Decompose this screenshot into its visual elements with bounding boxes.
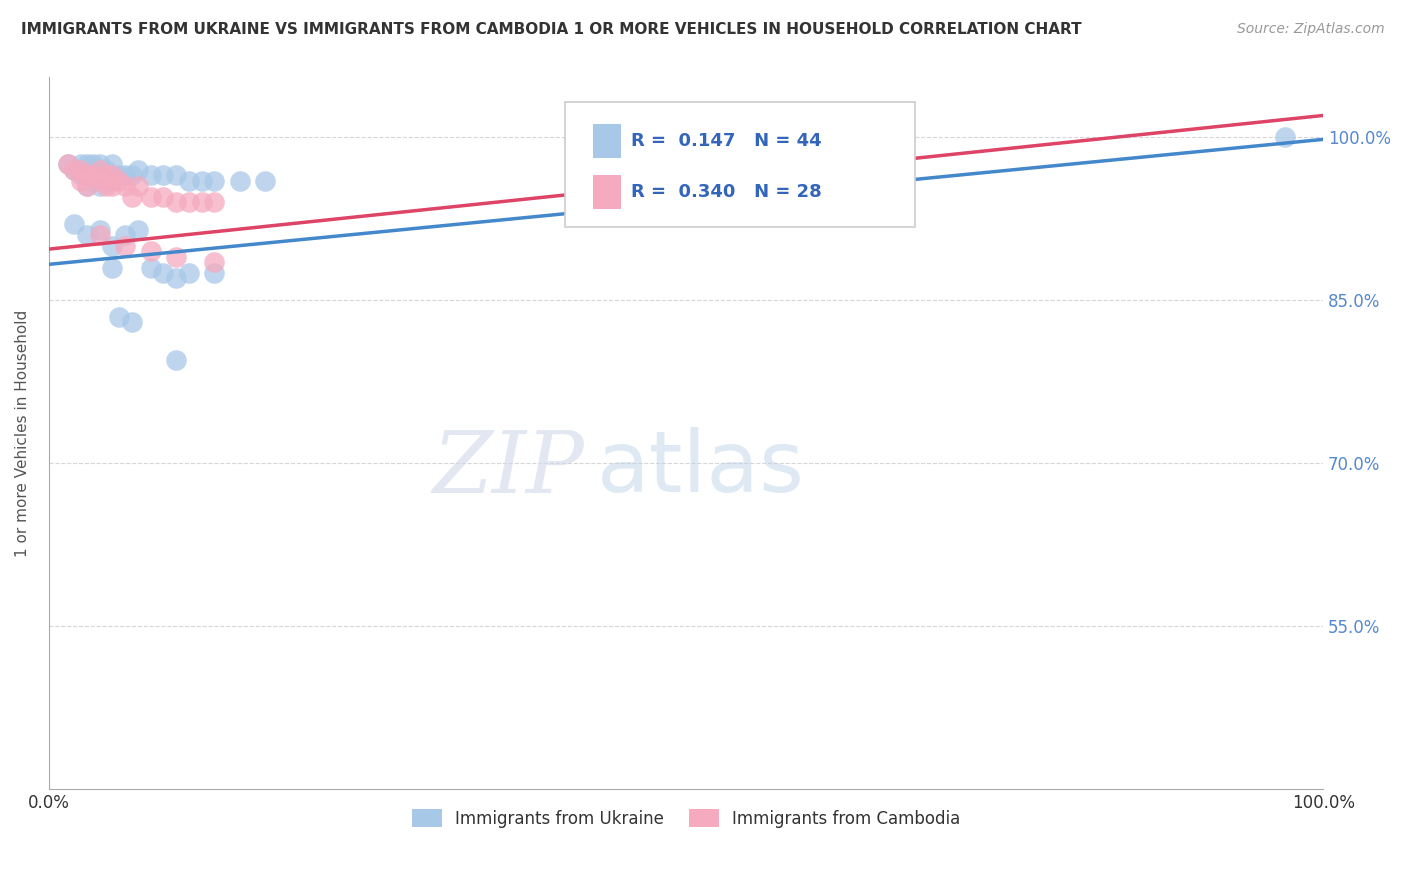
Point (63, 217, 86, 231)
Point (89, 222, 111, 236)
Point (94, 179, 117, 194)
Text: R =  0.340   N = 28: R = 0.340 N = 28 (631, 183, 823, 201)
Point (89, 174, 111, 188)
Point (127, 222, 149, 236)
Point (101, 157, 124, 171)
Point (82, 174, 104, 188)
Point (152, 266, 174, 280)
Point (177, 174, 200, 188)
Point (165, 353, 187, 368)
Point (127, 179, 149, 194)
Point (190, 195, 212, 210)
Point (177, 266, 200, 280)
Point (139, 190, 162, 204)
Point (204, 195, 226, 210)
Point (121, 168, 143, 182)
Point (139, 168, 162, 182)
Point (139, 260, 162, 275)
Point (108, 174, 131, 188)
Point (69, 162, 91, 177)
Point (121, 315, 143, 329)
Point (114, 239, 136, 253)
Point (114, 179, 136, 194)
Point (76, 179, 98, 194)
Point (254, 174, 277, 188)
Point (63, 162, 86, 177)
Point (139, 244, 162, 259)
Y-axis label: 1 or more Vehicles in Household: 1 or more Vehicles in Household (15, 310, 30, 557)
Point (101, 168, 124, 182)
Point (108, 310, 131, 324)
Point (101, 174, 124, 188)
Point (177, 195, 200, 210)
Text: atlas: atlas (596, 427, 804, 510)
Point (101, 260, 124, 275)
Text: ZIP: ZIP (432, 427, 583, 510)
Point (114, 168, 136, 182)
Point (114, 227, 136, 242)
Point (69, 174, 91, 188)
Point (121, 190, 143, 204)
Point (89, 162, 111, 177)
FancyBboxPatch shape (593, 175, 621, 209)
Point (94, 168, 117, 182)
Point (89, 157, 111, 171)
Point (69, 157, 91, 171)
Point (165, 250, 187, 264)
Point (204, 266, 226, 280)
Point (89, 168, 111, 182)
Point (76, 168, 98, 182)
Point (204, 174, 226, 188)
Point (76, 168, 98, 182)
Point (165, 195, 187, 210)
Point (1274, 130, 1296, 145)
Point (94, 174, 117, 188)
Point (101, 179, 124, 194)
Point (94, 162, 117, 177)
Point (229, 174, 252, 188)
Point (56, 157, 79, 171)
Point (63, 162, 86, 177)
Point (76, 157, 98, 171)
Point (190, 174, 212, 188)
Point (89, 227, 111, 242)
Point (76, 179, 98, 194)
Point (165, 271, 187, 285)
Point (152, 190, 174, 204)
Point (56, 157, 79, 171)
Point (82, 168, 104, 182)
Point (204, 255, 226, 269)
Point (101, 239, 124, 253)
Legend: Immigrants from Ukraine, Immigrants from Cambodia: Immigrants from Ukraine, Immigrants from… (405, 803, 967, 834)
Point (152, 168, 174, 182)
Point (82, 157, 104, 171)
FancyBboxPatch shape (565, 103, 915, 227)
Point (69, 168, 91, 182)
Point (89, 179, 111, 194)
Text: IMMIGRANTS FROM UKRAINE VS IMMIGRANTS FROM CAMBODIA 1 OR MORE VEHICLES IN HOUSEH: IMMIGRANTS FROM UKRAINE VS IMMIGRANTS FR… (21, 22, 1081, 37)
Text: R =  0.147   N = 44: R = 0.147 N = 44 (631, 132, 821, 150)
Point (165, 168, 187, 182)
Point (76, 227, 98, 242)
FancyBboxPatch shape (593, 124, 621, 158)
Point (108, 168, 131, 182)
Text: Source: ZipAtlas.com: Source: ZipAtlas.com (1237, 22, 1385, 37)
Point (127, 162, 149, 177)
